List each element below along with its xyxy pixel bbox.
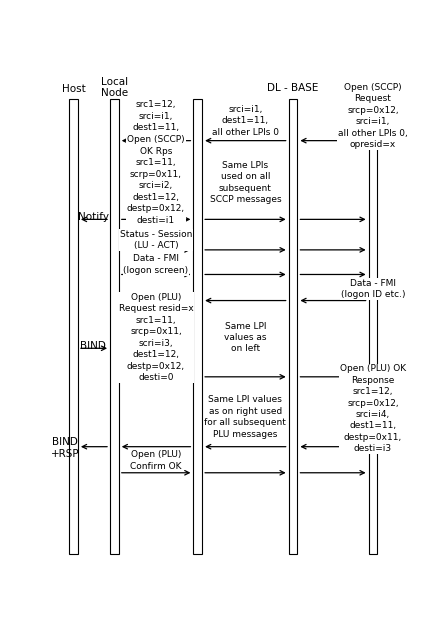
Bar xyxy=(193,99,202,554)
Text: Host: Host xyxy=(62,84,85,94)
Bar xyxy=(110,99,119,554)
Text: Open (PLU)
Request resid=x
src1=11,
srcp=0x11,
scri=i3,
dest1=12,
destp=0x12,
de: Open (PLU) Request resid=x src1=11, srcp… xyxy=(118,293,193,382)
Bar xyxy=(288,99,297,554)
Bar xyxy=(69,99,78,554)
Text: Status - Session
(LU - ACT): Status - Session (LU - ACT) xyxy=(120,230,192,250)
Text: BIND: BIND xyxy=(80,341,106,351)
Text: Open (SCCP)
Request
srcp=0x12,
srci=i1,
all other LPIs 0,
opresid=x: Open (SCCP) Request srcp=0x12, srci=i1, … xyxy=(337,83,407,149)
Text: Notify: Notify xyxy=(78,212,109,222)
Text: Same LPI values
as on right used
for all subsequent
PLU messages: Same LPI values as on right used for all… xyxy=(204,396,286,439)
Text: Same LPI
values as
on left: Same LPI values as on left xyxy=(224,321,266,353)
Text: Open (PLU) OK
Response
src1=12,
srcp=0x12,
srci=i4,
dest1=11,
destp=0x11,
desti=: Open (PLU) OK Response src1=12, srcp=0x1… xyxy=(339,364,405,454)
Text: Application: Application xyxy=(343,82,401,93)
Text: DL - BASE: DL - BASE xyxy=(267,82,318,93)
Text: BIND
+RSP: BIND +RSP xyxy=(51,437,79,459)
Text: Data - FMI
(logon ID etc.): Data - FMI (logon ID etc.) xyxy=(340,279,404,300)
Text: src1=12,
srci=i1,
dest1=11,
all others 0: src1=12, srci=i1, dest1=11, all others 0 xyxy=(130,100,181,144)
Text: Local
Node: Local Node xyxy=(101,77,128,98)
Text: srci=i1,
dest1=11,
all other LPIs 0: srci=i1, dest1=11, all other LPIs 0 xyxy=(212,105,278,137)
Bar xyxy=(368,99,377,554)
Text: Same LPIs
used on all
subsequent
SCCP messages: Same LPIs used on all subsequent SCCP me… xyxy=(209,161,281,204)
Text: Open (SCCP)
OK Rps
src1=11,
scrp=0x11,
srci=i2,
dest1=12,
destp=0x12,
desti=i1: Open (SCCP) OK Rps src1=11, scrp=0x11, s… xyxy=(127,135,184,224)
Text: Open (PLU)
Confirm OK: Open (PLU) Confirm OK xyxy=(130,450,181,471)
Text: Data - FMI
(logon screen): Data - FMI (logon screen) xyxy=(123,254,188,275)
